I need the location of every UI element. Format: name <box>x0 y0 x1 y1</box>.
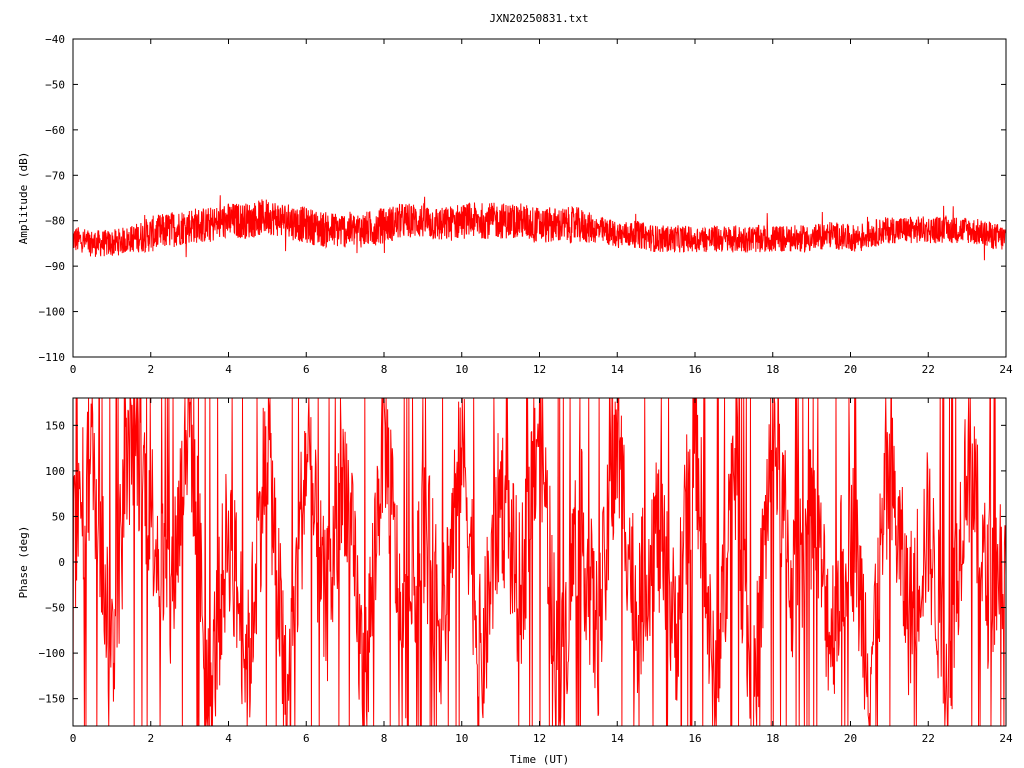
y-tick-label: −100 <box>39 647 66 660</box>
y-tick-label: 0 <box>58 556 65 569</box>
y-tick-label: −50 <box>45 602 65 615</box>
x-tick-label: 16 <box>688 732 701 745</box>
x-tick-label: 24 <box>999 732 1013 745</box>
x-tick-label: 10 <box>455 732 468 745</box>
y-tick-label: 50 <box>52 510 65 523</box>
x-tick-label: 20 <box>844 732 857 745</box>
x-tick-label: 22 <box>922 732 935 745</box>
y-axis-label: Amplitude (dB) <box>17 152 30 245</box>
x-tick-label: 18 <box>766 732 779 745</box>
y-tick-label: −80 <box>45 215 65 228</box>
x-tick-label: 0 <box>70 732 77 745</box>
x-tick-label: 2 <box>147 363 154 376</box>
x-tick-label: 0 <box>70 363 77 376</box>
y-axis-label: Phase (deg) <box>17 526 30 599</box>
x-tick-label: 14 <box>611 363 625 376</box>
x-tick-label: 14 <box>611 732 625 745</box>
series-trace <box>73 195 1006 261</box>
y-tick-label: −50 <box>45 78 65 91</box>
y-tick-label: 150 <box>45 419 65 432</box>
plot-frame <box>72 38 1007 358</box>
x-tick-label: 6 <box>303 732 310 745</box>
x-tick-label: 12 <box>533 732 546 745</box>
y-tick-label: 100 <box>45 465 65 478</box>
amplitude-plot: 0 2 4 6 8 10 12 14 16 18 20 22 24−40−50−60−70−80−90−… <box>17 33 1013 376</box>
y-tick-label: −70 <box>45 169 65 182</box>
series-trace <box>73 398 1006 726</box>
y-tick-label: −100 <box>39 306 66 319</box>
x-tick-label: 8 <box>381 732 388 745</box>
x-tick-label: 6 <box>303 363 310 376</box>
y-tick-label: −40 <box>45 33 65 46</box>
x-tick-label: 18 <box>766 363 779 376</box>
x-tick-label: 4 <box>225 363 232 376</box>
x-tick-label: 16 <box>688 363 701 376</box>
x-tick-label: 8 <box>381 363 388 376</box>
x-tick-label: 22 <box>922 363 935 376</box>
x-tick-label: 24 <box>999 363 1013 376</box>
y-tick-label: −60 <box>45 124 65 137</box>
x-tick-label: 4 <box>225 732 232 745</box>
x-tick-label: 2 <box>147 732 154 745</box>
y-tick-label: −110 <box>39 351 66 364</box>
phase-plot: 0 2 4 6 8 10 12 14 16 18 20 22 24150100500−50−100−15… <box>17 397 1013 766</box>
x-axis-label: Time (UT) <box>510 753 570 766</box>
y-tick-label: −150 <box>39 693 66 706</box>
y-tick-label: −90 <box>45 260 65 273</box>
x-tick-label: 20 <box>844 363 857 376</box>
x-tick-label: 10 <box>455 363 468 376</box>
figure-title: JXN20250831.txt <box>489 12 588 25</box>
x-tick-label: 12 <box>533 363 546 376</box>
